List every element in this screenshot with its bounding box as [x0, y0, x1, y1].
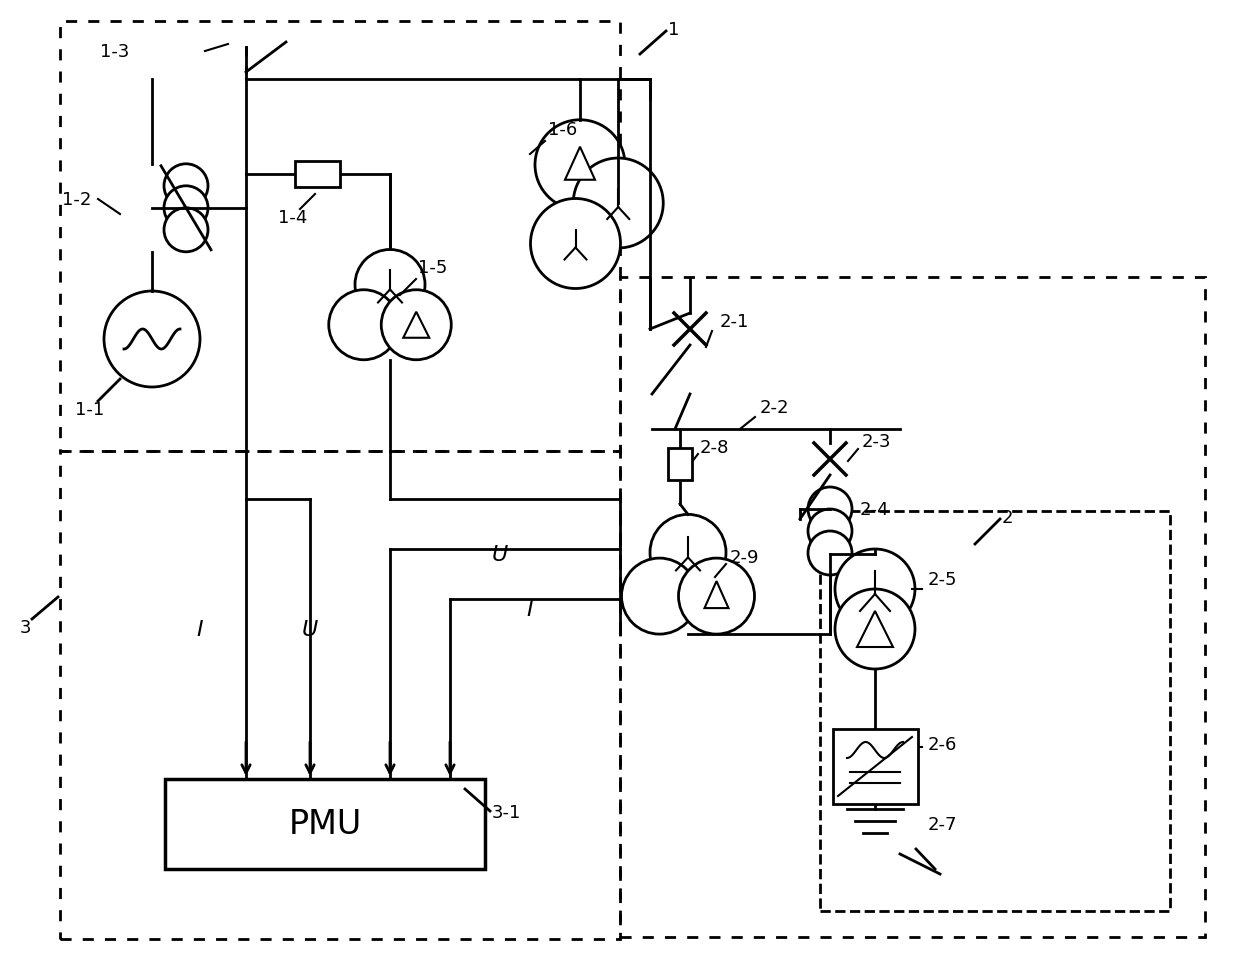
Text: 3-1: 3-1	[492, 803, 521, 821]
Bar	[668, 449, 692, 480]
Circle shape	[164, 186, 208, 231]
Text: 2: 2	[1002, 508, 1013, 527]
Text: U: U	[301, 619, 319, 639]
Text: 2-8: 2-8	[701, 438, 729, 456]
Text: 3: 3	[20, 618, 31, 636]
Bar	[295, 161, 340, 187]
Polygon shape	[565, 148, 595, 181]
Bar	[820, 511, 1171, 911]
Text: 2-3: 2-3	[862, 432, 892, 451]
Circle shape	[573, 159, 663, 249]
Circle shape	[808, 487, 852, 531]
Text: 1: 1	[668, 21, 680, 39]
Text: 1-3: 1-3	[100, 43, 129, 61]
Bar	[165, 779, 485, 869]
Text: 1-4: 1-4	[278, 209, 308, 227]
Text: 1-2: 1-2	[62, 191, 92, 209]
Text: 1-1: 1-1	[74, 401, 104, 419]
Circle shape	[835, 550, 915, 629]
Circle shape	[164, 209, 208, 253]
Text: I: I	[527, 600, 533, 619]
Polygon shape	[704, 581, 729, 608]
Polygon shape	[857, 611, 893, 648]
Circle shape	[355, 250, 425, 320]
Circle shape	[808, 531, 852, 576]
Text: 2-7: 2-7	[928, 815, 957, 833]
Circle shape	[104, 292, 200, 387]
Circle shape	[678, 558, 754, 634]
Text: 2-9: 2-9	[730, 549, 759, 566]
Text: 1-5: 1-5	[418, 259, 448, 277]
Bar	[60, 22, 620, 452]
Text: I: I	[197, 619, 203, 639]
Circle shape	[531, 199, 620, 289]
Text: 2-1: 2-1	[720, 312, 749, 331]
Circle shape	[621, 558, 697, 634]
Bar	[833, 729, 918, 804]
Circle shape	[808, 509, 852, 554]
Circle shape	[650, 515, 725, 591]
Text: 2-4: 2-4	[861, 501, 889, 519]
Text: U: U	[492, 545, 508, 564]
Text: 2-2: 2-2	[760, 399, 790, 416]
Text: 1-6: 1-6	[548, 121, 578, 138]
Circle shape	[329, 290, 399, 360]
Circle shape	[534, 121, 625, 210]
Circle shape	[164, 164, 208, 209]
Bar	[60, 452, 620, 939]
Circle shape	[835, 589, 915, 669]
Text: PMU: PMU	[289, 807, 362, 841]
Text: 2-5: 2-5	[928, 571, 957, 588]
Bar	[620, 278, 1205, 937]
Circle shape	[381, 290, 451, 360]
Text: 2-6: 2-6	[928, 735, 957, 753]
Polygon shape	[403, 312, 429, 338]
